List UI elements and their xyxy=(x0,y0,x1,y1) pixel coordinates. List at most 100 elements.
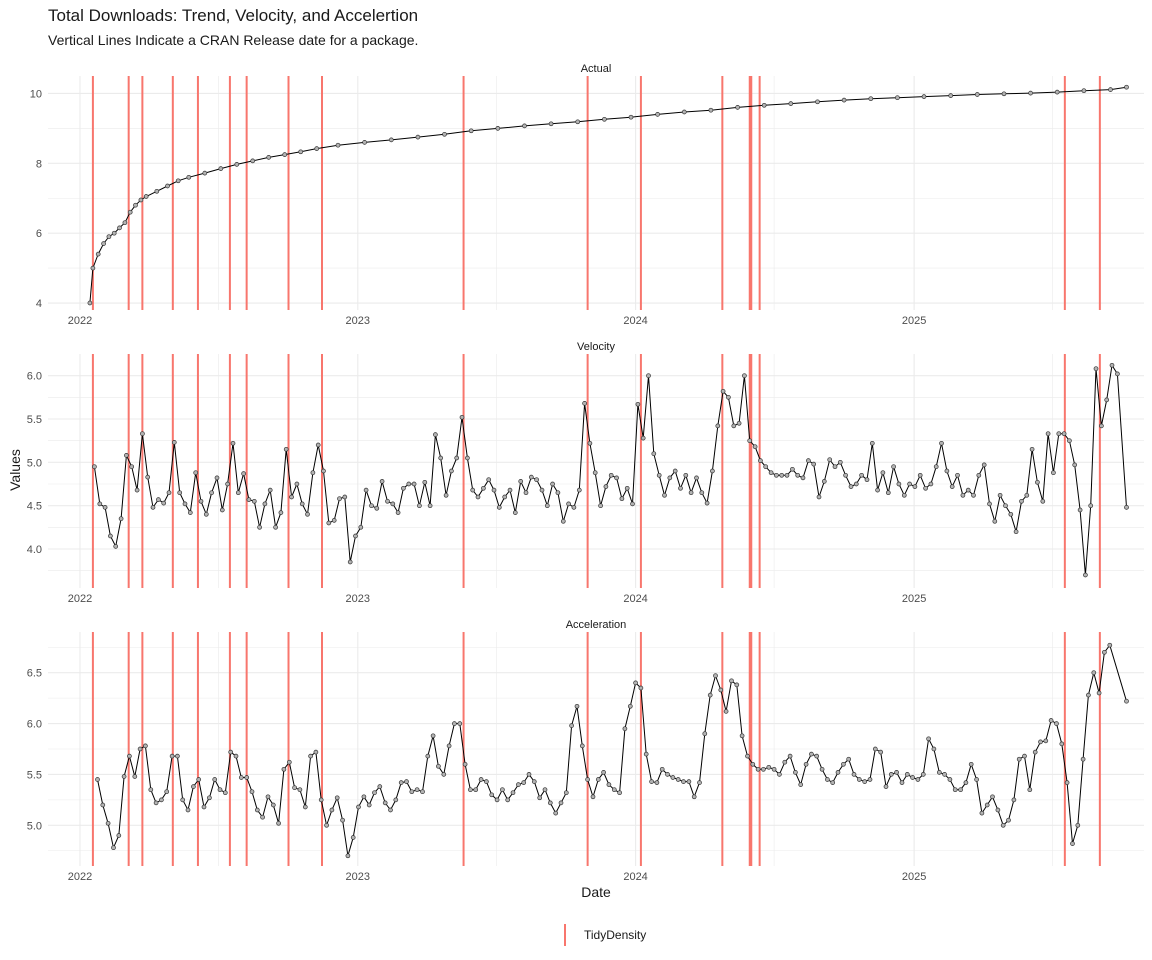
data-point xyxy=(238,775,244,780)
data-point xyxy=(219,507,225,513)
data-point xyxy=(473,787,479,793)
data-point xyxy=(923,485,928,491)
data-point xyxy=(585,777,590,782)
data-point xyxy=(337,496,342,502)
panel-strip-title: Actual xyxy=(581,63,612,75)
data-point xyxy=(1013,529,1019,535)
data-point xyxy=(209,490,214,496)
data-point xyxy=(640,435,646,441)
data-point xyxy=(569,723,574,728)
data-point xyxy=(955,472,960,478)
data-point xyxy=(512,510,518,515)
data-point xyxy=(726,394,731,400)
data-point xyxy=(736,420,742,426)
data-point xyxy=(1056,431,1062,437)
data-point xyxy=(899,780,905,785)
data-point xyxy=(800,475,806,481)
data-point xyxy=(116,833,122,838)
data-point xyxy=(788,101,794,106)
data-point xyxy=(1107,642,1113,648)
data-point xyxy=(875,487,880,493)
y-tick-label: 6 xyxy=(36,228,42,240)
data-point xyxy=(548,121,554,127)
data-point xyxy=(750,761,756,767)
data-point xyxy=(901,492,907,498)
data-point xyxy=(193,470,199,476)
data-point xyxy=(832,464,838,470)
data-point xyxy=(665,772,670,777)
data-point xyxy=(457,721,463,726)
data-point xyxy=(960,492,966,498)
x-axis-title: Date xyxy=(581,884,611,900)
data-point xyxy=(372,790,377,796)
y-axis-title: Values xyxy=(7,449,23,491)
data-point xyxy=(420,789,425,795)
data-point xyxy=(441,772,447,777)
data-point xyxy=(234,162,240,167)
data-point xyxy=(489,792,495,798)
data-point xyxy=(1022,753,1027,759)
data-point xyxy=(526,772,532,777)
data-point xyxy=(1011,797,1017,803)
y-tick-label: 5.5 xyxy=(27,414,42,426)
data-point xyxy=(654,780,660,785)
data-point xyxy=(574,703,580,709)
data-point xyxy=(841,97,847,103)
legend: TidyDensity xyxy=(564,924,646,946)
data-point xyxy=(430,733,436,739)
data-point xyxy=(869,440,875,446)
x-tick-label: 2025 xyxy=(902,871,926,883)
data-point xyxy=(260,814,265,820)
data-point xyxy=(681,109,687,115)
data-point xyxy=(95,251,101,257)
data-point xyxy=(124,453,129,458)
data-point xyxy=(1075,822,1081,828)
data-point xyxy=(949,484,955,489)
data-point xyxy=(1096,690,1102,696)
data-point xyxy=(638,685,644,691)
data-point xyxy=(358,524,364,530)
data-point xyxy=(388,807,393,813)
data-point xyxy=(108,533,113,539)
data-point xyxy=(518,479,524,484)
data-point xyxy=(388,137,394,143)
data-point xyxy=(912,484,918,489)
data-point xyxy=(298,149,304,155)
x-tick-label: 2025 xyxy=(902,593,926,605)
data-point xyxy=(984,802,990,808)
data-point xyxy=(793,770,798,775)
data-point xyxy=(214,475,220,481)
data-point xyxy=(331,518,337,523)
data-point xyxy=(910,775,915,780)
data-point xyxy=(362,140,367,145)
data-point xyxy=(731,423,737,429)
data-point xyxy=(686,779,692,784)
data-point xyxy=(495,126,501,131)
data-point xyxy=(186,174,192,180)
data-point xyxy=(1091,670,1097,676)
data-point xyxy=(885,490,891,496)
data-point xyxy=(633,680,638,686)
data-point xyxy=(454,455,460,461)
x-tick-label: 2022 xyxy=(68,871,92,883)
data-point xyxy=(207,795,212,801)
x-tick-label: 2022 xyxy=(68,315,92,327)
data-point xyxy=(670,775,676,780)
data-point xyxy=(981,462,987,468)
data-point xyxy=(723,709,729,714)
data-point xyxy=(321,468,326,474)
data-point xyxy=(218,166,224,171)
x-tick-label: 2024 xyxy=(623,315,647,327)
data-point xyxy=(1043,738,1049,744)
data-point xyxy=(1029,446,1035,452)
panel-velocity: Velocity 4.0 4.5 5.0 5.5 6.0 2022 2023 2024 2025 xyxy=(27,341,1144,605)
data-point xyxy=(542,787,548,793)
data-point xyxy=(486,477,492,483)
data-point xyxy=(121,774,127,779)
data-point xyxy=(761,766,766,772)
data-point xyxy=(97,501,103,507)
data-point xyxy=(276,820,281,826)
data-point xyxy=(843,472,848,478)
data-point xyxy=(662,492,667,498)
data-point xyxy=(122,220,128,226)
